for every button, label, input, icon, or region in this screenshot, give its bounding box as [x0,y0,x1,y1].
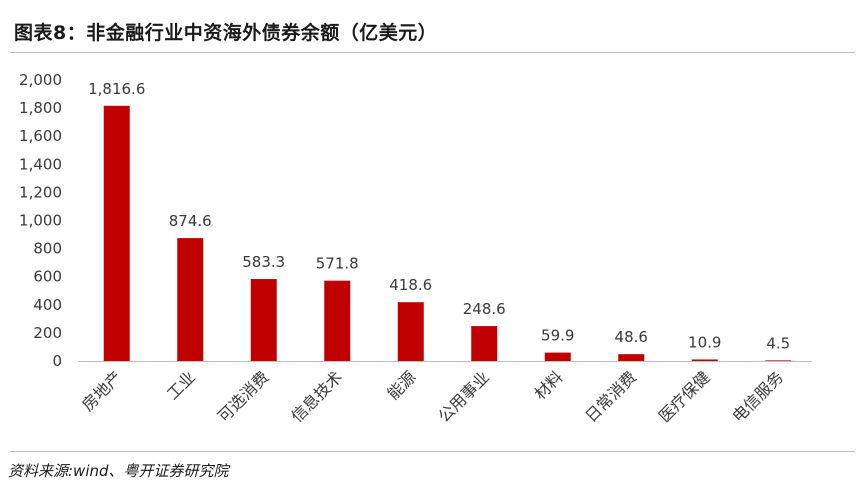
data-label: 583.3 [242,253,285,271]
category-label: 可选消费 [214,367,273,426]
data-label: 59.9 [541,327,574,345]
source-note: 资料来源:wind、粤开证券研究院 [8,462,229,480]
bar-1 [103,105,130,361]
category-label: 材料 [531,367,567,403]
data-label: 1,816.6 [88,80,145,98]
data-labels: 1,816.6 874.6 583.3 571.8 418.6 248.6 59.9 48.6… [88,80,790,353]
y-tick-label: 600 [33,268,62,286]
category-label: 日常消费 [581,367,640,426]
category-label: 医疗保健 [655,367,714,426]
y-tick-label: 400 [33,296,62,314]
bar-2 [177,238,204,361]
category-label: 信息技术 [287,367,346,426]
bar-4 [324,280,351,361]
data-label: 10.9 [688,333,721,351]
data-label: 418.6 [389,276,432,294]
y-tick-label: 1,000 [19,212,62,230]
category-label: 电信服务 [728,367,787,426]
bar-5 [397,302,424,361]
category-label: 工业 [163,367,199,403]
category-label: 房地产 [78,367,125,414]
y-tick-label: 1,800 [19,99,62,117]
y-tick-label: 1,200 [19,183,62,201]
data-label: 48.6 [615,328,648,346]
y-tick-label: 1,600 [19,127,62,145]
bar-6 [471,326,498,361]
y-tick-label: 800 [33,240,62,258]
bar-7 [544,352,571,361]
x-axis: 房地产 工业 可选消费 信息技术 能源 公用事业 材料 日常消费 医疗保健 电信服务 [78,367,787,426]
figure-title: 图表8：非金融行业中资海外债券余额（亿美元） [14,22,438,44]
bar-3 [250,279,277,361]
bar-8 [618,354,645,361]
y-tick-label: 1,400 [19,155,62,173]
title-divider [10,52,855,53]
category-label: 能源 [384,367,420,403]
y-tick-label: 200 [33,324,62,342]
bars [103,105,792,361]
data-label: 571.8 [316,255,359,273]
bar-10 [765,360,792,361]
data-label: 248.6 [463,300,506,318]
y-axis: 0 200 400 600 800 1,000 1,200 1,400 1,600 1,800 2,… [19,71,62,370]
category-label: 公用事业 [434,367,493,426]
bar-9 [691,359,718,361]
y-tick-label: 0 [52,352,62,370]
data-label: 4.5 [766,334,790,352]
source-divider [10,451,855,452]
data-label: 874.6 [169,212,212,230]
y-tick-label: 2,000 [19,71,62,89]
